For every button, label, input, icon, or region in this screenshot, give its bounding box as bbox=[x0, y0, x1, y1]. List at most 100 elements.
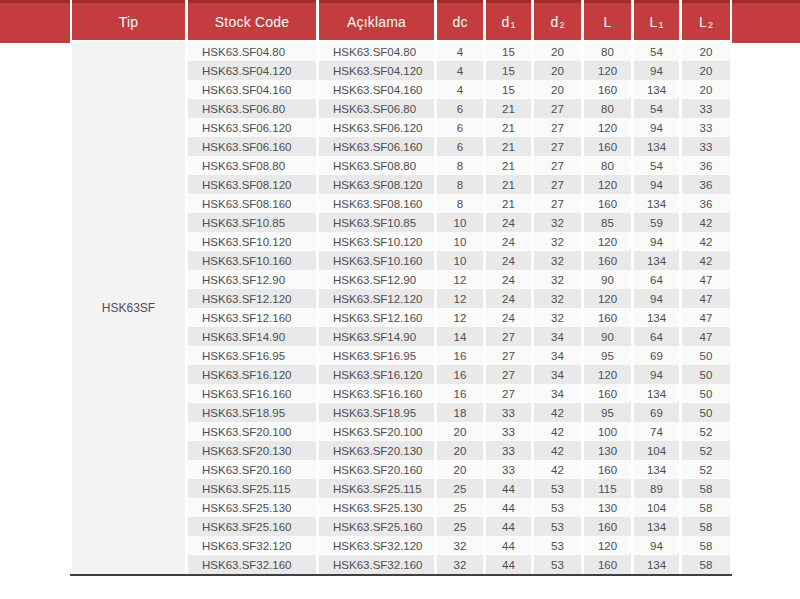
table-cell-d1: 21 bbox=[486, 137, 531, 156]
table-cell-aciklama: HSK63.SF20.100 bbox=[319, 422, 434, 441]
table-cell-stock-code: HSK63.SF10.85 bbox=[188, 213, 316, 232]
table-cell-l1: 94 bbox=[634, 232, 679, 251]
table-cell-l2: 33 bbox=[682, 118, 730, 137]
table-cell-l: 160 bbox=[584, 251, 631, 270]
table-cell-aciklama: HSK63.SF25.130 bbox=[319, 498, 434, 517]
table-cell-dc: 4 bbox=[437, 61, 483, 80]
table-cell-aciklama: HSK63.SF25.160 bbox=[319, 517, 434, 536]
table-cell-d2: 32 bbox=[534, 289, 581, 308]
product-spec-table-page: Tip Stock Code Açıklama dc d1 d2 L L1 L2… bbox=[0, 0, 800, 599]
column-header-label: L bbox=[604, 14, 612, 30]
table-cell-d1: 21 bbox=[486, 118, 531, 137]
table-cell-l1: 134 bbox=[634, 308, 679, 327]
table-cell-stock-code: HSK63.SF12.160 bbox=[188, 308, 316, 327]
table-cell-l2: 47 bbox=[682, 308, 730, 327]
table-cell-l2: 33 bbox=[682, 137, 730, 156]
header-left-shoulder bbox=[0, 0, 70, 43]
column-header-label: Stock Code bbox=[215, 14, 289, 30]
table-cell-l2: 36 bbox=[682, 175, 730, 194]
table-cell-l1: 134 bbox=[634, 517, 679, 536]
table-cell-dc: 4 bbox=[437, 80, 483, 99]
table-cell-l2: 52 bbox=[682, 441, 730, 460]
table-cell-l: 80 bbox=[584, 42, 631, 61]
column-header-aciklama: Açıklama bbox=[319, 0, 434, 40]
table-cell-l2: 20 bbox=[682, 61, 730, 80]
table-cell-d2: 34 bbox=[534, 365, 581, 384]
table-cell-l: 90 bbox=[584, 327, 631, 346]
table-cell-l: 160 bbox=[584, 137, 631, 156]
table-cell-d2: 27 bbox=[534, 99, 581, 118]
table-cell-dc: 10 bbox=[437, 213, 483, 232]
table-cell-d1: 21 bbox=[486, 175, 531, 194]
table-cell-l1: 134 bbox=[634, 137, 679, 156]
column-header-l: L bbox=[584, 0, 631, 40]
table-cell-d2: 34 bbox=[534, 384, 581, 403]
table-cell-d1: 44 bbox=[486, 498, 531, 517]
table-cell-d1: 24 bbox=[486, 289, 531, 308]
table-cell-d1: 21 bbox=[486, 194, 531, 213]
table-cell-d2: 20 bbox=[534, 61, 581, 80]
table-cell-dc: 10 bbox=[437, 232, 483, 251]
table-cell-aciklama: HSK63.SF16.95 bbox=[319, 346, 434, 365]
table-cell-l: 130 bbox=[584, 498, 631, 517]
table-cell-d1: 44 bbox=[486, 555, 531, 574]
table-cell-d1: 33 bbox=[486, 441, 531, 460]
table-cell-l: 120 bbox=[584, 232, 631, 251]
table-cell-l: 160 bbox=[584, 384, 631, 403]
table-cell-d1: 24 bbox=[486, 213, 531, 232]
table-cell-l1: 94 bbox=[634, 536, 679, 555]
table-cell-stock-code: HSK63.SF04.120 bbox=[188, 61, 316, 80]
table-cell-l2: 36 bbox=[682, 194, 730, 213]
table-cell-l2: 42 bbox=[682, 251, 730, 270]
column-header-label: Tip bbox=[119, 14, 139, 30]
table-cell-aciklama: HSK63.SF08.160 bbox=[319, 194, 434, 213]
table-cell-aciklama: HSK63.SF32.120 bbox=[319, 536, 434, 555]
table-cell-l1: 94 bbox=[634, 118, 679, 137]
table-cell-l2: 47 bbox=[682, 327, 730, 346]
column-header-d1: d1 bbox=[486, 0, 531, 40]
table-cell-stock-code: HSK63.SF32.160 bbox=[188, 555, 316, 574]
table-cell-dc: 6 bbox=[437, 137, 483, 156]
table-cell-d2: 34 bbox=[534, 327, 581, 346]
table-cell-l: 160 bbox=[584, 194, 631, 213]
table-cell-d2: 27 bbox=[534, 156, 581, 175]
table-cell-aciklama: HSK63.SF12.120 bbox=[319, 289, 434, 308]
table-cell-stock-code: HSK63.SF12.120 bbox=[188, 289, 316, 308]
table-cell-stock-code: HSK63.SF08.160 bbox=[188, 194, 316, 213]
table-cell-stock-code: HSK63.SF10.120 bbox=[188, 232, 316, 251]
table-cell-aciklama: HSK63.SF12.90 bbox=[319, 270, 434, 289]
table-cell-d2: 42 bbox=[534, 422, 581, 441]
table-cell-dc: 25 bbox=[437, 517, 483, 536]
table-cell-l: 120 bbox=[584, 61, 631, 80]
table-cell-l1: 134 bbox=[634, 384, 679, 403]
table-cell-dc: 32 bbox=[437, 536, 483, 555]
table-cell-stock-code: HSK63.SF08.80 bbox=[188, 156, 316, 175]
table-cell-dc: 8 bbox=[437, 194, 483, 213]
table-header-row: Tip Stock Code Açıklama dc d1 d2 L L1 L2 bbox=[72, 0, 730, 40]
table-cell-aciklama: HSK63.SF04.120 bbox=[319, 61, 434, 80]
column-header-label: Açıklama bbox=[347, 14, 406, 30]
table-cell-d1: 21 bbox=[486, 99, 531, 118]
table-cell-d2: 32 bbox=[534, 232, 581, 251]
table-cell-l2: 47 bbox=[682, 289, 730, 308]
table-cell-dc: 16 bbox=[437, 384, 483, 403]
table-cell-stock-code: HSK63.SF16.120 bbox=[188, 365, 316, 384]
table-cell-aciklama: HSK63.SF08.80 bbox=[319, 156, 434, 175]
table-cell-l2: 58 bbox=[682, 517, 730, 536]
table-cell-d2: 53 bbox=[534, 517, 581, 536]
column-header-label: L bbox=[649, 14, 657, 30]
table-cell-l2: 50 bbox=[682, 346, 730, 365]
table-cell-l1: 134 bbox=[634, 194, 679, 213]
table-cell-l2: 47 bbox=[682, 270, 730, 289]
table-cell-stock-code: HSK63.SF16.160 bbox=[188, 384, 316, 403]
table-cell-aciklama: HSK63.SF10.120 bbox=[319, 232, 434, 251]
column-header-label: dc bbox=[452, 14, 467, 30]
table-cell-stock-code: HSK63.SF06.80 bbox=[188, 99, 316, 118]
table-cell-aciklama: HSK63.SF18.95 bbox=[319, 403, 434, 422]
table-cell-stock-code: HSK63.SF10.160 bbox=[188, 251, 316, 270]
table-cell-aciklama: HSK63.SF10.85 bbox=[319, 213, 434, 232]
table-cell-d1: 27 bbox=[486, 327, 531, 346]
table-cell-d2: 27 bbox=[534, 137, 581, 156]
table-cell-dc: 8 bbox=[437, 156, 483, 175]
table-cell-l1: 134 bbox=[634, 555, 679, 574]
